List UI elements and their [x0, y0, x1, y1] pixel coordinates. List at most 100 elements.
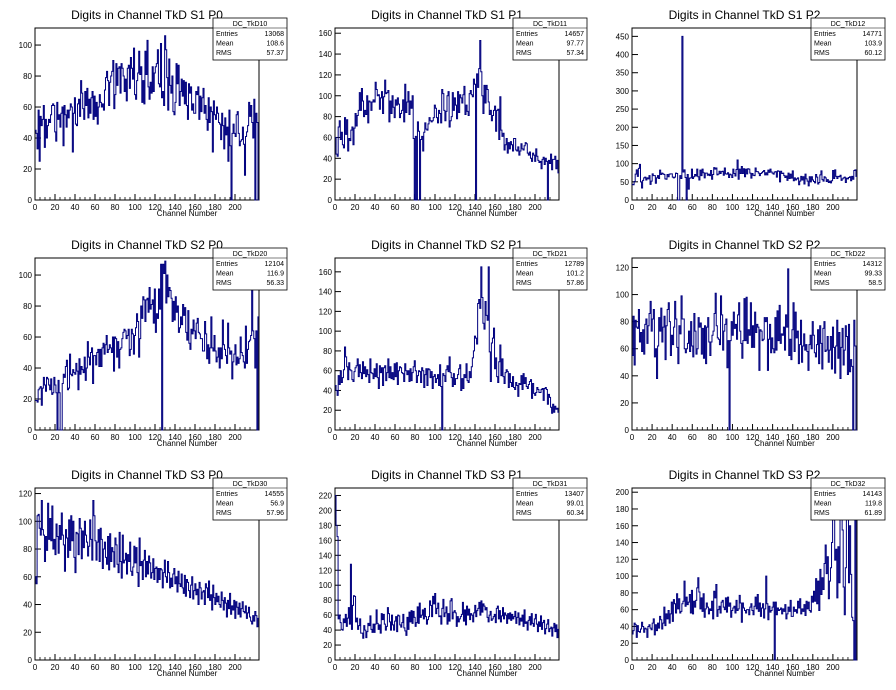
stats-name: DC_TkD21 — [533, 251, 568, 258]
y-tick-label: 60 — [323, 133, 332, 142]
histogram-panel-3: Digits in Channel TkD S1 P2 0 20 40 60 80 100 1… — [616, 8, 886, 218]
stats-label-mean: Mean — [516, 501, 534, 508]
x-tick-label: 200 — [528, 663, 542, 672]
x-tick-label: 180 — [508, 663, 522, 672]
x-axis-label: Channel Number — [457, 209, 518, 218]
plot-frame — [34, 257, 260, 431]
x-tick-label: 120 — [448, 203, 462, 212]
stats-name: DC_TkD22 — [831, 251, 866, 258]
stats-value-mean: 99.33 — [864, 271, 882, 278]
x-tick-label: 60 — [391, 203, 400, 212]
x-tick-label: 140 — [468, 433, 482, 442]
x-tick-label: 180 — [806, 203, 820, 212]
stats-value-entries: 14771 — [863, 31, 883, 38]
x-tick-label: 200 — [528, 433, 542, 442]
stats-box: DC_TkD32 Entries 14143 Mean 119.8 RMS 61.89 — [810, 477, 886, 521]
y-tick-label: 60 — [23, 333, 32, 342]
plot-frame — [334, 257, 560, 431]
stats-value-entries: 14312 — [863, 261, 883, 268]
plot-frame — [34, 27, 260, 201]
x-tick-label: 160 — [786, 663, 800, 672]
panel-title: Digits in Channel TkD S3 P1 — [371, 468, 523, 482]
panel-title: Digits in Channel TkD S3 P2 — [669, 468, 821, 482]
stats-label-rms: RMS — [216, 510, 232, 517]
x-tick-label: 160 — [786, 433, 800, 442]
stats-label-entries: Entries — [814, 261, 836, 268]
y-tick-label: 80 — [323, 347, 332, 356]
stats-value-entries: 12104 — [265, 261, 285, 268]
x-tick-label: 80 — [708, 203, 717, 212]
x-tick-label: 100 — [428, 433, 442, 442]
stats-label-mean: Mean — [814, 501, 832, 508]
stats-label-mean: Mean — [814, 41, 832, 48]
x-tick-label: 80 — [708, 433, 717, 442]
stats-label-mean: Mean — [216, 271, 234, 278]
plot-frame — [631, 257, 858, 431]
stats-name: DC_TkD11 — [533, 21, 567, 28]
histogram-line — [632, 268, 857, 431]
histogram-line — [35, 260, 259, 431]
y-tick-label: 0 — [625, 196, 630, 205]
stats-label-rms: RMS — [516, 280, 532, 287]
x-tick-label: 160 — [188, 433, 202, 442]
x-tick-label: 120 — [148, 433, 162, 442]
histogram-panel-9: Digits in Channel TkD S3 P2 0 20 40 60 80 100 1… — [616, 468, 886, 678]
y-tick-label: 20 — [620, 639, 629, 648]
x-tick-label: 0 — [333, 433, 338, 442]
x-tick-label: 60 — [391, 663, 400, 672]
y-tick-label: 40 — [323, 386, 332, 395]
stats-value-mean: 103.9 — [864, 41, 882, 48]
y-tick-label: 20 — [23, 165, 32, 174]
x-tick-label: 160 — [488, 663, 502, 672]
stats-value-rms: 57.34 — [566, 50, 584, 57]
histogram-line — [335, 494, 559, 639]
y-tick-label: 0 — [328, 656, 333, 665]
x-tick-label: 80 — [411, 203, 420, 212]
x-axis-label: Channel Number — [754, 669, 815, 678]
panel-title: Digits in Channel TkD S1 P1 — [371, 8, 523, 22]
y-tick-label: 160 — [319, 536, 333, 545]
stats-label-mean: Mean — [516, 271, 534, 278]
stats-label-entries: Entries — [516, 491, 538, 498]
histogram-panel-2: Digits in Channel TkD S1 P1 0 20 40 60 80 100 1… — [319, 8, 588, 218]
y-tick-label: 120 — [19, 490, 33, 499]
x-tick-label: 60 — [91, 433, 100, 442]
y-tick-label: 200 — [616, 123, 630, 132]
stats-value-mean: 116.9 — [267, 271, 284, 278]
x-tick-label: 160 — [488, 203, 502, 212]
panel-title: Digits in Channel TkD S1 P0 — [71, 8, 223, 22]
stats-value-mean: 97.77 — [566, 41, 584, 48]
x-axis-label: Channel Number — [157, 669, 218, 678]
x-tick-label: 180 — [208, 663, 222, 672]
x-tick-label: 40 — [668, 663, 677, 672]
stats-value-entries: 14657 — [565, 31, 585, 38]
stats-box: DC_TkD21 Entries 12789 Mean 101.2 RMS 57.86 — [512, 247, 588, 291]
x-tick-label: 0 — [630, 433, 635, 442]
stats-value-rms: 60.34 — [566, 510, 584, 517]
x-tick-label: 160 — [188, 203, 202, 212]
x-tick-label: 80 — [111, 433, 120, 442]
histogram-panel-4: Digits in Channel TkD S2 P0 0 20 40 60 80 100 1… — [19, 238, 288, 448]
histogram-line — [632, 493, 857, 661]
y-tick-label: 140 — [616, 539, 630, 548]
x-tick-label: 40 — [668, 433, 677, 442]
plot-frame — [631, 27, 858, 201]
x-tick-label: 80 — [111, 663, 120, 672]
y-tick-label: 140 — [319, 551, 333, 560]
stats-box-frame — [810, 477, 886, 521]
stats-value-rms: 56.33 — [266, 280, 284, 287]
x-tick-label: 120 — [746, 433, 760, 442]
x-tick-label: 180 — [208, 433, 222, 442]
histogram-line — [335, 266, 559, 431]
y-tick-label: 20 — [323, 641, 332, 650]
x-axis-label: Channel Number — [754, 209, 815, 218]
x-tick-label: 120 — [148, 663, 162, 672]
x-tick-label: 200 — [228, 433, 242, 442]
y-tick-label: 20 — [323, 406, 332, 415]
stats-name: DC_TkD32 — [831, 481, 866, 488]
x-tick-label: 100 — [428, 663, 442, 672]
y-tick-label: 400 — [616, 51, 630, 60]
y-tick-label: 80 — [23, 72, 32, 81]
histogram-line — [35, 35, 259, 201]
x-tick-label: 60 — [688, 203, 697, 212]
